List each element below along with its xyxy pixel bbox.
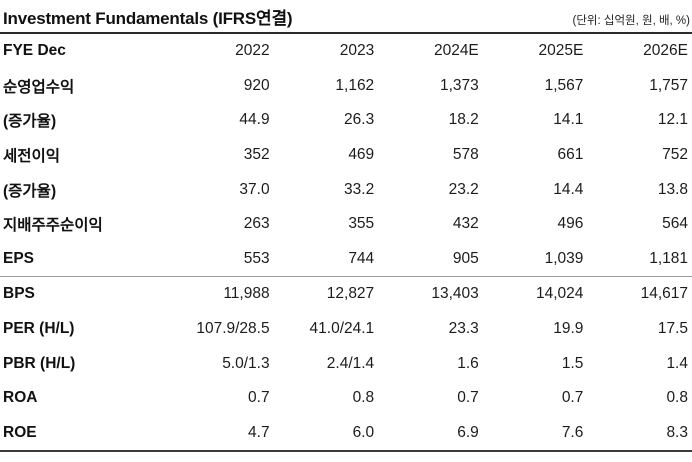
cell-value: 661 xyxy=(557,146,584,164)
cell-value: 744 xyxy=(273,241,379,278)
row-label: PBR (H/L) xyxy=(3,354,76,372)
cell-value: 432 xyxy=(452,215,479,233)
cell-value: 44.9 xyxy=(239,111,270,129)
cell-value: 0.7 xyxy=(457,389,479,407)
row-label: 순영업수익 xyxy=(3,78,75,96)
cell-value: 23.2 xyxy=(448,180,479,198)
cell-value: 1,181 xyxy=(587,241,692,278)
cell-value: 1.4 xyxy=(666,354,688,372)
table-row: 세전이익 352 469 578 661 752 xyxy=(0,138,692,173)
cell-value: 469 xyxy=(348,146,375,164)
cell-value: 17.5 xyxy=(657,320,688,338)
cell-value: 1.5 xyxy=(561,354,584,372)
cell-value: 0.7 xyxy=(248,389,270,407)
cell-value: 18.2 xyxy=(448,111,479,129)
cell-value: 0.8 xyxy=(352,389,375,407)
cell-value: 12,827 xyxy=(326,285,375,303)
cell-value: 752 xyxy=(662,146,688,164)
row-label: PER (H/L) xyxy=(3,320,75,338)
table-row: ROA 0.7 0.8 0.7 0.7 0.8 xyxy=(0,381,692,416)
table-row: ROE 4.7 6.0 6.9 7.6 8.3 xyxy=(0,415,692,453)
cell-value: 4.7 xyxy=(169,415,274,453)
cell-value: 920 xyxy=(243,76,270,94)
cell-value: 496 xyxy=(557,215,584,233)
row-label: 세전이익 xyxy=(3,148,61,166)
cell-value: 355 xyxy=(348,215,375,233)
cell-value: 1,162 xyxy=(335,76,375,94)
cell-value: 1.6 xyxy=(457,354,479,372)
table-row: 지배주주순이익 263 355 432 496 564 xyxy=(0,207,692,242)
table-row: EPS 553 744 905 1,039 1,181 xyxy=(0,241,692,278)
column-header-year: 2025E xyxy=(538,42,584,60)
column-header-year: 2022 xyxy=(235,42,270,60)
row-label: ROE xyxy=(0,415,169,453)
cell-value: 2.4/1.4 xyxy=(326,354,375,372)
cell-value: 352 xyxy=(243,146,270,164)
cell-value: 1,567 xyxy=(544,76,584,94)
cell-value: 7.6 xyxy=(482,415,588,453)
row-label: (증가율) xyxy=(3,182,57,200)
table-title: Investment Fundamentals (IFRS연결) xyxy=(3,9,293,28)
cell-value: 23.3 xyxy=(448,320,479,338)
cell-value: 12.1 xyxy=(657,111,688,129)
unit-note: (단위: 십억원, 원, 배, %) xyxy=(572,15,690,27)
cell-value: 578 xyxy=(452,146,479,164)
cell-value: 14.1 xyxy=(553,111,584,129)
cell-value: 107.9/28.5 xyxy=(196,320,270,338)
table-header-row: FYE Dec 2022 2023 2024E 2025E 2026E xyxy=(0,34,692,69)
row-label: (증가율) xyxy=(3,113,57,131)
table-row: (증가율) 37.0 33.2 23.2 14.4 13.8 xyxy=(0,172,692,207)
row-label: ROA xyxy=(3,389,38,407)
cell-value: 37.0 xyxy=(239,180,270,198)
column-header-year: 2026E xyxy=(643,42,688,60)
cell-value: 19.9 xyxy=(553,320,584,338)
table-titlebar: Investment Fundamentals (IFRS연결) (단위: 십억… xyxy=(0,0,692,34)
cell-value: 33.2 xyxy=(344,180,375,198)
cell-value: 0.8 xyxy=(666,389,688,407)
cell-value: 905 xyxy=(378,241,483,278)
row-label: BPS xyxy=(3,285,35,303)
cell-value: 1,757 xyxy=(649,76,688,94)
cell-value: 41.0/24.1 xyxy=(309,320,375,338)
fundamentals-table: FYE Dec 2022 2023 2024E 2025E 2026E 순영업수익 920 1… xyxy=(0,34,692,453)
table-row: PBR (H/L) 5.0/1.3 2.4/1.4 1.6 1.5 1.4 xyxy=(0,346,692,381)
cell-value: 13.8 xyxy=(657,180,688,198)
table-body: 순영업수익 920 1,162 1,373 1,567 1,757 (증가율) 44.9 26.… xyxy=(0,69,692,453)
cell-value: 0.7 xyxy=(561,389,584,407)
cell-value: 564 xyxy=(662,215,688,233)
table-row: 순영업수익 920 1,162 1,373 1,567 1,757 xyxy=(0,69,692,104)
column-header-label: FYE Dec xyxy=(3,42,66,60)
table-row: (증가율) 44.9 26.3 18.2 14.1 12.1 xyxy=(0,103,692,138)
cell-value: 263 xyxy=(243,215,270,233)
cell-value: 13,403 xyxy=(431,285,479,303)
cell-value: 5.0/1.3 xyxy=(222,354,270,372)
column-header-year: 2024E xyxy=(433,42,479,60)
cell-value: 553 xyxy=(169,241,274,278)
row-label: EPS xyxy=(0,241,169,278)
cell-value: 14,024 xyxy=(535,285,584,303)
cell-value: 26.3 xyxy=(344,111,375,129)
cell-value: 1,373 xyxy=(439,76,479,94)
cell-value: 1,039 xyxy=(482,241,588,278)
row-label: 지배주주순이익 xyxy=(3,217,103,235)
cell-value: 14,617 xyxy=(640,285,688,303)
cell-value: 8.3 xyxy=(587,415,692,453)
cell-value: 6.0 xyxy=(273,415,379,453)
column-header-year: 2023 xyxy=(339,42,375,60)
cell-value: 6.9 xyxy=(378,415,483,453)
cell-value: 14.4 xyxy=(553,180,584,198)
table-row: PER (H/L) 107.9/28.5 41.0/24.1 23.3 19.9 17.5 xyxy=(0,312,692,347)
cell-value: 11,988 xyxy=(223,285,270,303)
table-row: BPS 11,988 12,827 13,403 14,024 14,617 xyxy=(0,277,692,312)
